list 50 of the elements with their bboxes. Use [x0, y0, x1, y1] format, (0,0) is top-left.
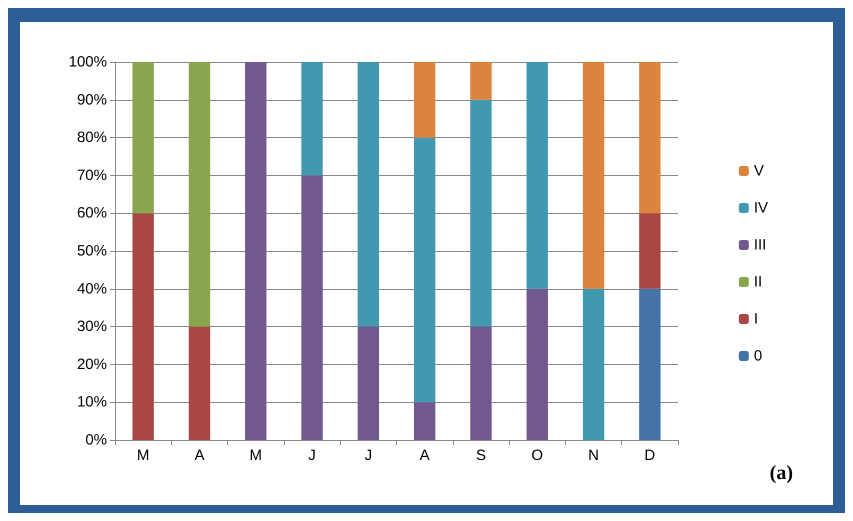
x-tick-label: M — [136, 447, 150, 464]
text: (a) — [770, 462, 794, 484]
bar — [526, 288, 548, 440]
legend-label: IV — [754, 200, 768, 216]
y-tick-label: 40% — [76, 280, 107, 298]
x-tick-label: A — [420, 447, 430, 464]
bar — [470, 62, 492, 100]
bar — [470, 100, 492, 327]
x-tick-label: J — [308, 447, 316, 464]
y-tick-label: 90% — [76, 91, 107, 108]
bar — [132, 213, 154, 440]
bar — [414, 62, 436, 138]
x-tick-label: N — [588, 447, 599, 464]
x-tick-label: O — [531, 447, 544, 464]
legend-label: 0 — [754, 348, 762, 364]
y-tick-label: 10% — [76, 394, 107, 411]
bar — [245, 62, 266, 440]
y-tick-label: 30% — [76, 318, 107, 336]
bar — [639, 62, 661, 214]
bar — [188, 326, 210, 440]
bar — [132, 62, 154, 214]
bar — [188, 62, 210, 327]
x-tick-label: D — [644, 447, 656, 464]
bar — [639, 213, 661, 289]
x-tick-label: S — [476, 447, 486, 464]
x-tick-label: A — [194, 447, 204, 464]
y-tick-label: 60% — [76, 204, 107, 222]
bar — [358, 62, 380, 327]
bar — [526, 62, 548, 289]
legend-label: I — [754, 310, 758, 328]
legend-label: III — [754, 236, 766, 254]
y-tick-label: 70% — [76, 166, 107, 184]
bar — [639, 288, 661, 440]
x-tick-label: J — [364, 447, 372, 464]
bar — [582, 62, 604, 289]
y-tick-label: 100% — [68, 54, 107, 70]
y-tick-label: 80% — [76, 129, 107, 146]
bar — [470, 326, 492, 440]
legend-label: II — [754, 274, 762, 290]
y-tick-label: 50% — [76, 242, 107, 260]
x-tick-label: M — [250, 447, 262, 464]
bar — [414, 138, 436, 402]
bar — [358, 326, 380, 440]
bar — [301, 175, 323, 440]
bar — [414, 402, 436, 440]
y-tick-label: 20% — [76, 356, 107, 373]
bar — [582, 288, 604, 440]
bar — [301, 62, 323, 176]
y-tick-label: 0% — [85, 432, 107, 448]
legend-label: V — [754, 162, 764, 180]
